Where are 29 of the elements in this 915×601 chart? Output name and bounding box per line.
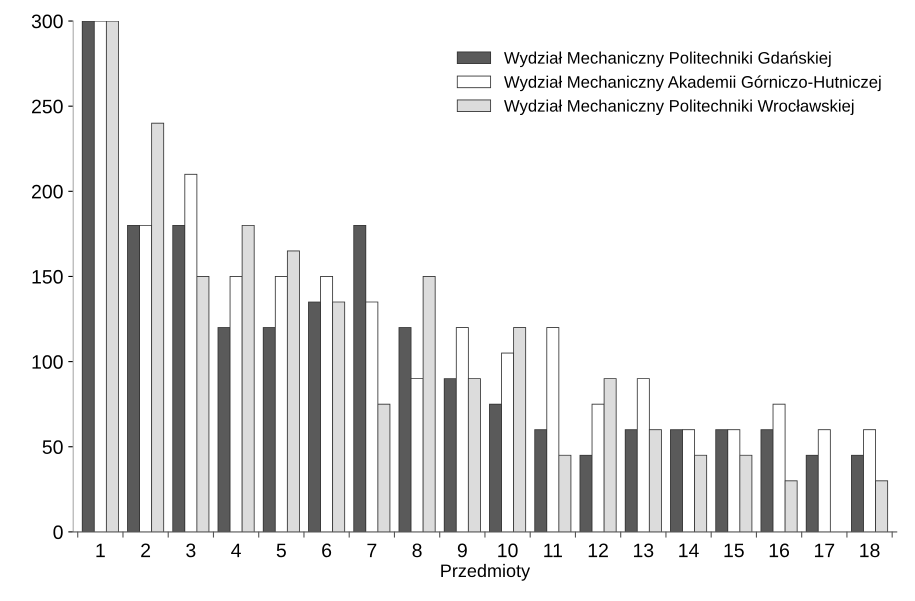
y-tick-label: 250	[32, 100, 63, 114]
x-tick-label: 12	[588, 544, 608, 558]
y-tick-label: 150	[32, 270, 63, 284]
x-tick-label: 10	[498, 544, 518, 558]
y-tick-label: 200	[32, 184, 63, 199]
x-tick-label: 18	[860, 544, 880, 558]
x-tick-label: 9	[458, 544, 467, 558]
legend-label: Wydział Mechaniczny Akademii Górniczo-Hutniczej	[504, 75, 881, 92]
x-tick-label: 17	[814, 544, 834, 558]
x-tick-label: 2	[141, 544, 150, 558]
x-tick-label: 5	[276, 544, 286, 558]
y-tick-label: 0	[53, 525, 63, 540]
x-tick-label: 6	[322, 544, 332, 558]
x-tick-label: 13	[634, 544, 654, 558]
x-tick-label: 8	[412, 544, 422, 558]
y-tick-label: 300	[32, 14, 63, 28]
x-tick-label: 4	[231, 544, 241, 558]
legend-label: Wydział Mechaniczny Politechniki Gdańskiej	[504, 51, 831, 68]
y-tick-label: 50	[42, 440, 63, 454]
x-tick-label: 15	[724, 544, 744, 558]
x-tick-label: 14	[679, 544, 699, 558]
x-tick-label: 7	[367, 544, 376, 558]
x-tick-label: 16	[770, 544, 790, 558]
x-tick-label: 3	[186, 544, 196, 558]
x-tick-label: 11	[544, 544, 562, 558]
legend-label: Wydział Mechaniczny Politechniki Wrocławskiej	[504, 99, 854, 116]
x-axis-title: Przedmioty	[441, 564, 530, 581]
y-tick-label: 100	[32, 355, 63, 369]
x-tick-label: 1	[96, 544, 105, 558]
